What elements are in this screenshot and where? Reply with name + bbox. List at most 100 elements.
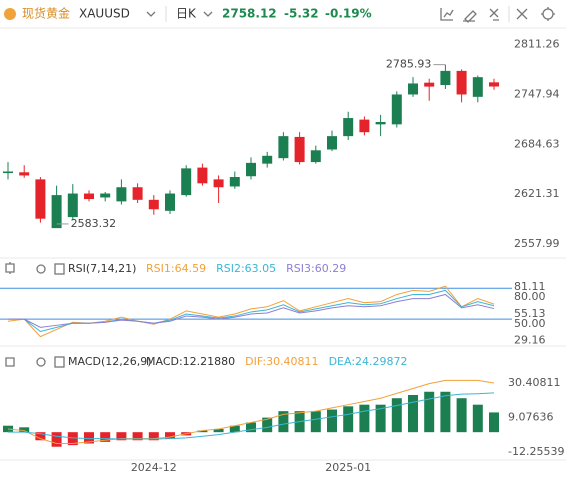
legend-entry: RSI2:63.05 <box>216 262 276 275</box>
macd-bar <box>67 432 78 446</box>
legend-entry: DIF:30.40811 <box>245 355 318 368</box>
macd-bar <box>408 394 418 433</box>
low-annotation: 2583.32 <box>71 217 117 230</box>
candle-body <box>84 193 94 200</box>
candle-body <box>294 136 305 163</box>
high-annotation: 2785.93 <box>386 58 432 71</box>
macd-line <box>8 392 495 440</box>
symbol[interactable]: XAUUSD <box>79 7 130 21</box>
macd-bar <box>165 432 175 439</box>
rsi-header <box>5 262 65 275</box>
candle-body <box>391 94 402 125</box>
y-tick-label: 9.07636 <box>508 411 554 424</box>
y-tick-label: 55.13 <box>514 307 546 320</box>
candle-body <box>408 83 418 95</box>
y-tick-label: 29.16 <box>514 334 546 347</box>
macd-bar <box>262 417 273 433</box>
legend-entry: RSI1:64.59 <box>146 262 206 275</box>
macd-bar <box>84 432 94 444</box>
macd-bar <box>100 432 111 442</box>
macd-bar <box>197 430 208 433</box>
y-tick-label: 50.00 <box>514 317 546 330</box>
candle-body <box>67 193 78 218</box>
change: -5.32 <box>284 7 319 21</box>
y-tick-label: 2621.31 <box>514 187 560 200</box>
edit-icon[interactable] <box>54 356 65 368</box>
macd-bar <box>456 398 467 433</box>
y-tick-label: 30.40811 <box>508 376 561 389</box>
candle-body <box>310 150 321 163</box>
candle-body <box>327 136 337 150</box>
x-tick-label: 2025-01 <box>325 461 371 474</box>
tool-icon[interactable] <box>516 8 528 20</box>
tool-icon[interactable] <box>440 8 454 21</box>
macd-line <box>7 379 495 444</box>
eye-icon[interactable] <box>5 357 15 367</box>
macd-bar <box>310 411 321 433</box>
y-tick-label: 81.11 <box>514 280 546 293</box>
dropdown-icon[interactable] <box>146 11 156 17</box>
candle-body <box>165 193 175 211</box>
macd-bar <box>440 391 451 433</box>
candle-body <box>51 195 62 229</box>
macd-bar <box>35 432 46 441</box>
tool-icon[interactable] <box>463 10 477 23</box>
macd-bar <box>246 422 256 433</box>
macd-bar <box>359 404 370 433</box>
candle-body <box>424 82 435 87</box>
period[interactable]: 日K <box>176 7 197 21</box>
candle-body <box>213 179 224 188</box>
macd-bar <box>19 427 30 433</box>
macd-bar <box>424 391 435 433</box>
candle-body <box>132 187 143 200</box>
macd-bar <box>148 432 159 441</box>
macd-bar <box>489 412 499 433</box>
y-tick-label: 2557.99 <box>514 237 560 250</box>
macd-bar <box>116 432 127 441</box>
legend-entry: RSI3:60.29 <box>286 262 346 275</box>
macd-bar <box>132 432 143 441</box>
toolbar <box>440 6 555 23</box>
y-tick-label: -12.25539 <box>508 445 564 458</box>
candle-body <box>100 193 111 198</box>
y-tick-label: 2684.63 <box>514 137 560 150</box>
x-tick-label: 2024-12 <box>131 461 177 474</box>
tool-icon[interactable] <box>489 8 499 21</box>
settings-icon[interactable] <box>36 357 46 367</box>
candle-body <box>19 172 30 176</box>
candle-body <box>472 77 483 97</box>
macd-bar <box>472 404 483 433</box>
candle-body <box>116 187 127 202</box>
candle-body <box>375 121 386 125</box>
macd-bar <box>343 406 354 433</box>
candle-body <box>197 167 208 184</box>
candle-body <box>246 162 256 177</box>
macd-bar <box>327 409 337 433</box>
indicator-label: RSI(7,14,21) <box>68 262 136 275</box>
macd-bar <box>229 425 240 433</box>
candle-body <box>262 155 273 164</box>
eye-icon[interactable] <box>5 262 15 274</box>
candle-body <box>148 199 159 210</box>
candle-body <box>456 70 467 95</box>
candle-body <box>489 82 499 87</box>
candle-body <box>359 119 370 133</box>
indicator-label: MACD(12,26,9) <box>68 355 152 368</box>
candle-body <box>229 177 240 187</box>
settings-icon[interactable] <box>541 7 555 21</box>
symbol-name[interactable]: 现货黄金 <box>22 6 70 21</box>
legend-entry: MACD:12.21880 <box>146 355 235 368</box>
macd-bar <box>391 398 402 433</box>
symbol-icon <box>4 8 16 20</box>
settings-icon[interactable] <box>36 264 46 274</box>
candle-body <box>181 168 192 196</box>
edit-icon[interactable] <box>54 263 65 275</box>
candle-body <box>3 171 13 174</box>
macd-bar <box>51 432 62 447</box>
y-tick-label: 2811.26 <box>514 38 560 51</box>
macd-bar <box>278 411 289 433</box>
dropdown-icon[interactable] <box>203 11 213 17</box>
y-tick-label: 80.00 <box>514 290 546 303</box>
